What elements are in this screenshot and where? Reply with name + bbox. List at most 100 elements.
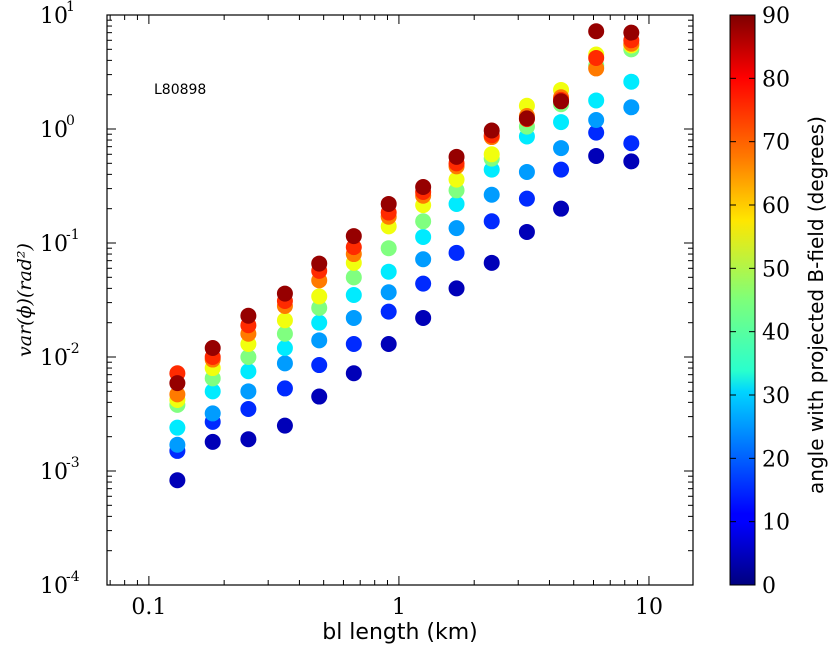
data-point	[311, 314, 328, 331]
data-point	[448, 195, 465, 212]
data-point	[311, 357, 328, 374]
data-point	[276, 285, 293, 302]
data-point	[623, 24, 640, 41]
data-point	[415, 251, 432, 268]
y-tick-label: 10	[40, 346, 68, 371]
data-point	[415, 213, 432, 230]
data-point	[380, 336, 397, 353]
data-point	[380, 195, 397, 212]
data-point	[311, 332, 328, 349]
colorbar-tick-label: 80	[762, 67, 790, 92]
data-point	[415, 178, 432, 195]
data-point	[553, 140, 570, 157]
y-tick-exponent: -1	[66, 227, 80, 243]
data-points	[169, 23, 640, 489]
data-point	[169, 472, 186, 489]
x-tick-label: 0.1	[131, 595, 166, 620]
colorbar-tick-label: 20	[762, 447, 790, 472]
data-point	[204, 383, 221, 400]
data-point	[623, 73, 640, 90]
data-point	[240, 363, 257, 380]
data-point	[483, 186, 500, 203]
colorbar	[729, 14, 756, 586]
data-point	[588, 111, 605, 128]
data-point	[553, 200, 570, 217]
colorbar-tick-label: 60	[762, 194, 790, 219]
data-point	[483, 122, 500, 139]
data-point	[380, 284, 397, 301]
data-point	[240, 349, 257, 365]
data-point	[276, 355, 293, 372]
colorbar-tick-label: 50	[762, 257, 790, 282]
colorbar-tick-label: 0	[762, 574, 776, 599]
colorbar-tick-label: 30	[762, 384, 790, 409]
data-point	[448, 280, 465, 297]
data-point	[311, 299, 328, 316]
data-point	[240, 431, 257, 448]
data-point	[311, 388, 328, 405]
colorbar-tick-label: 70	[762, 131, 790, 156]
y-tick-label: 10	[40, 460, 68, 485]
data-point	[169, 386, 186, 403]
data-point	[588, 23, 605, 40]
data-point	[553, 93, 570, 110]
data-point	[483, 161, 500, 178]
y-tick-exponent: -4	[66, 569, 80, 585]
y-tick-label: 10	[40, 232, 68, 257]
colorbar-tick-label: 40	[762, 321, 790, 346]
data-point	[588, 147, 605, 164]
data-point	[518, 110, 535, 127]
data-point	[345, 239, 362, 256]
y-tick-exponent: 0	[66, 113, 75, 129]
data-point	[380, 263, 397, 280]
data-point	[276, 325, 293, 342]
data-point	[415, 309, 432, 326]
data-point	[169, 436, 186, 453]
data-point	[483, 213, 500, 230]
data-point	[518, 223, 535, 240]
data-point	[623, 99, 640, 116]
data-point	[623, 135, 640, 152]
data-point	[380, 240, 397, 257]
data-point	[518, 163, 535, 180]
data-point	[240, 383, 257, 400]
data-point	[588, 49, 605, 66]
data-point	[204, 405, 221, 422]
data-point	[448, 220, 465, 237]
colorbar-title: angle with projected B-field (degrees)	[804, 116, 828, 494]
data-point	[311, 288, 328, 305]
plot-frame	[106, 14, 694, 586]
colorbar-ticks: 0 10 20 30 40 50 60 70 80 90	[730, 4, 790, 599]
x-tick-label: 10	[635, 595, 663, 620]
y-tick-exponent: -3	[66, 455, 80, 471]
data-point	[276, 339, 293, 356]
data-point	[448, 171, 465, 188]
data-point	[345, 228, 362, 245]
data-point	[518, 190, 535, 207]
axis-ticks	[107, 14, 693, 586]
data-point	[276, 417, 293, 434]
x-axis-title: bl length (km)	[322, 620, 478, 645]
data-point	[588, 124, 605, 141]
data-point	[345, 309, 362, 326]
data-point	[448, 148, 465, 165]
y-tick-label: 10	[40, 4, 68, 29]
data-point	[623, 153, 640, 170]
data-point	[276, 380, 293, 397]
data-point	[483, 254, 500, 271]
data-point	[345, 286, 362, 303]
data-point	[204, 433, 221, 450]
data-point	[553, 161, 570, 178]
data-point	[380, 303, 397, 320]
data-point	[240, 400, 257, 417]
data-point	[448, 244, 465, 261]
data-point	[415, 275, 432, 292]
y-tick-exponent: -2	[66, 341, 80, 357]
colorbar-tick-label: 10	[762, 511, 790, 536]
y-axis-title: var(ϕ)(rad²)	[14, 243, 36, 357]
data-point	[588, 92, 605, 109]
data-point	[415, 228, 432, 245]
data-point	[553, 114, 570, 131]
